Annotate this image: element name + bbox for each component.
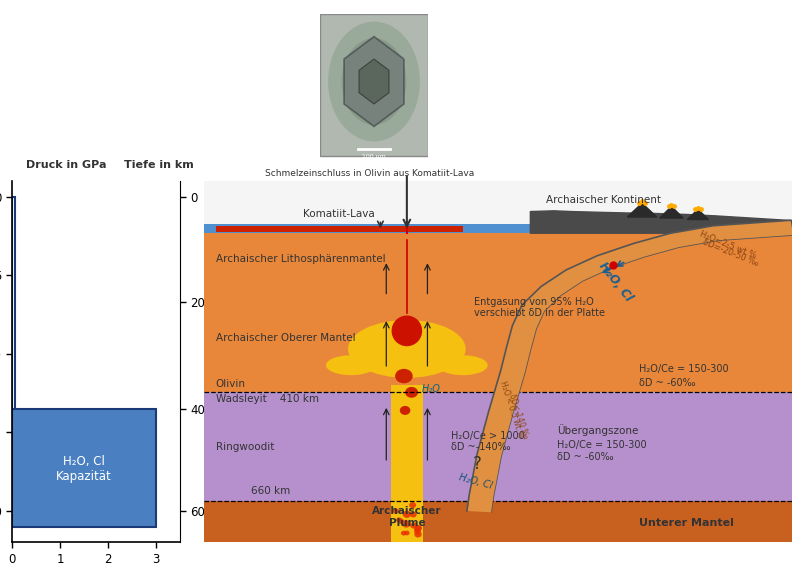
Text: Archaischer Oberer Mantel: Archaischer Oberer Mantel — [216, 333, 355, 343]
Text: Entgasung von 95% H₂O
verschiebt δD in der Platte: Entgasung von 95% H₂O verschiebt δD in d… — [474, 297, 606, 318]
Ellipse shape — [404, 531, 410, 535]
Ellipse shape — [405, 387, 418, 398]
Polygon shape — [467, 220, 794, 512]
Ellipse shape — [402, 511, 411, 518]
Ellipse shape — [414, 531, 422, 537]
Text: Wadsleyit    410 km: Wadsleyit 410 km — [216, 394, 318, 404]
Bar — [204, 392, 792, 501]
Ellipse shape — [410, 523, 418, 529]
Ellipse shape — [396, 518, 402, 523]
Ellipse shape — [402, 520, 410, 528]
Text: H₂O=2-5 wt.%: H₂O=2-5 wt.% — [698, 230, 757, 260]
Text: Olivin: Olivin — [216, 380, 246, 389]
Text: H₂O: H₂O — [422, 384, 441, 394]
Text: δD ~ -60‰: δD ~ -60‰ — [639, 379, 696, 388]
Text: H₂O, Cl
Kapazität: H₂O, Cl Kapazität — [56, 454, 112, 483]
Ellipse shape — [415, 525, 422, 531]
Text: H₂O/Ce > 1000: H₂O/Ce > 1000 — [451, 431, 525, 441]
Ellipse shape — [414, 526, 421, 532]
Ellipse shape — [409, 502, 416, 508]
Ellipse shape — [391, 315, 422, 346]
Text: δD ~ -60‰: δD ~ -60‰ — [557, 453, 614, 462]
Ellipse shape — [393, 508, 399, 514]
Ellipse shape — [398, 519, 404, 524]
Text: Druck in GPa: Druck in GPa — [26, 159, 106, 170]
Ellipse shape — [348, 320, 466, 378]
Bar — [390, 385, 423, 542]
Text: Schmelzeinschluss in Olivin aus Komatiit-Lava: Schmelzeinschluss in Olivin aus Komatiit… — [265, 170, 474, 179]
Text: H₂O/Ce = 150-300: H₂O/Ce = 150-300 — [639, 364, 729, 374]
Text: δD<-140 ‰: δD<-140 ‰ — [507, 393, 530, 440]
Polygon shape — [687, 210, 709, 219]
Text: H₂O, Cl: H₂O, Cl — [596, 260, 635, 304]
Text: δD=-20-50 ‰: δD=-20-50 ‰ — [701, 238, 759, 268]
Text: H₂O/Ce = 150-300: H₂O/Ce = 150-300 — [557, 440, 646, 450]
Polygon shape — [530, 211, 792, 233]
Bar — [12, 197, 15, 408]
Text: Tiefe in km: Tiefe in km — [124, 159, 194, 170]
Bar — [204, 501, 792, 542]
Text: Archaischer Kontinent: Archaischer Kontinent — [546, 195, 662, 205]
Text: H₂O < 0.5 wt.%: H₂O < 0.5 wt.% — [498, 380, 525, 439]
Bar — [204, 181, 792, 233]
Text: 100 μm: 100 μm — [362, 154, 386, 159]
Text: Komatiit-Lava: Komatiit-Lava — [303, 209, 375, 219]
Ellipse shape — [401, 531, 406, 536]
Ellipse shape — [326, 355, 376, 375]
Text: Archaischer Lithosphärenmantel: Archaischer Lithosphärenmantel — [216, 254, 386, 263]
Bar — [204, 224, 545, 233]
Text: H₂O, Cl: H₂O, Cl — [458, 472, 494, 491]
Ellipse shape — [395, 369, 413, 383]
Ellipse shape — [410, 512, 417, 518]
Ellipse shape — [342, 38, 406, 125]
Bar — [216, 226, 462, 232]
Text: Archaischer
Plume: Archaischer Plume — [372, 506, 442, 528]
Text: 660 km: 660 km — [251, 486, 290, 497]
Ellipse shape — [438, 355, 488, 375]
Polygon shape — [344, 37, 404, 127]
Ellipse shape — [400, 406, 410, 415]
Ellipse shape — [328, 21, 420, 141]
Text: ?: ? — [473, 455, 482, 472]
Text: Übergangszone: Übergangszone — [557, 424, 638, 436]
Ellipse shape — [414, 528, 421, 534]
Polygon shape — [627, 203, 657, 217]
Polygon shape — [660, 206, 683, 218]
Polygon shape — [359, 59, 389, 104]
Bar — [12, 408, 156, 527]
Text: Unterer Mantel: Unterer Mantel — [638, 518, 734, 528]
Bar — [204, 233, 792, 392]
Text: δD ~-140‰: δD ~-140‰ — [451, 442, 510, 451]
Text: Ringwoodit: Ringwoodit — [216, 442, 274, 451]
